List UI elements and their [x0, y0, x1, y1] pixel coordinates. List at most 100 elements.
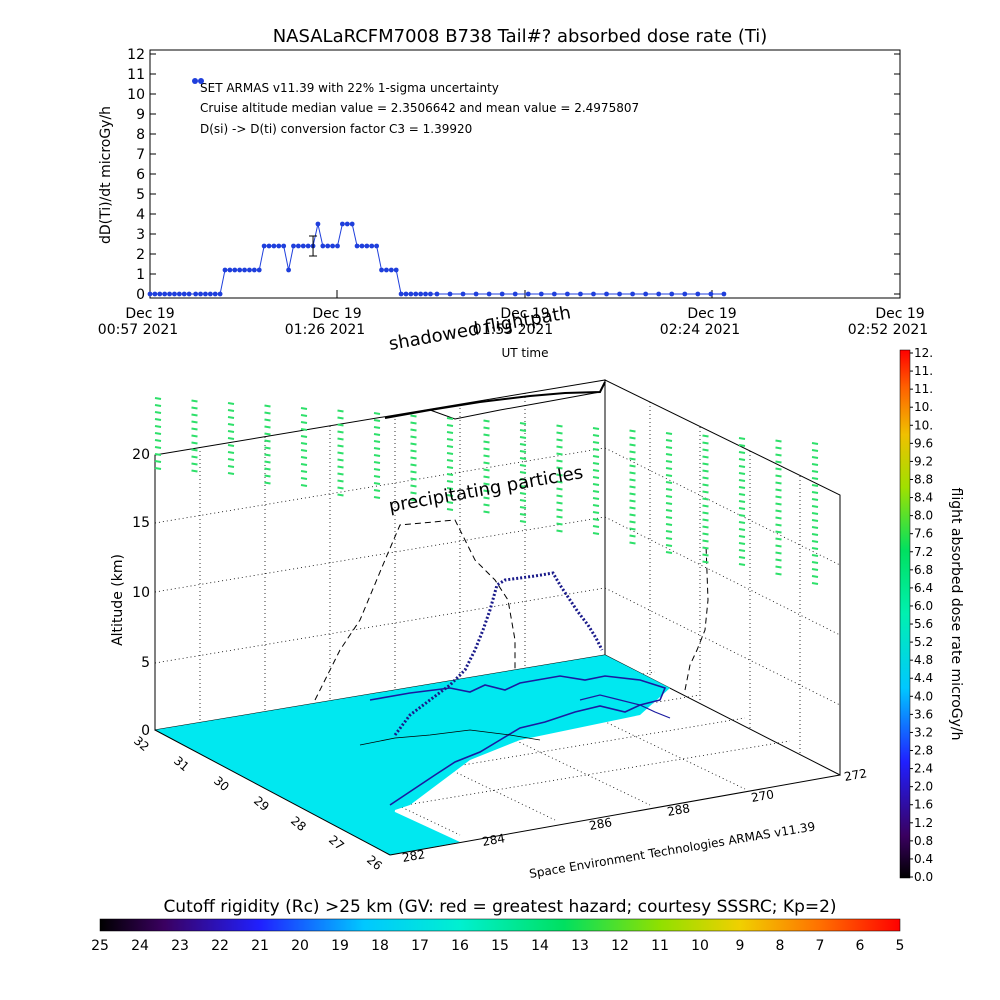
- altitude-tick: 5: [141, 655, 150, 671]
- particle-mark: [702, 490, 709, 494]
- particle-mark: [702, 532, 709, 536]
- particle-mark: [410, 449, 417, 453]
- particle-mark: [811, 484, 819, 487]
- particle-mark: [665, 516, 673, 519]
- particle-mark: [556, 473, 563, 477]
- lon-tick: 270: [750, 787, 775, 805]
- particle-mark: [300, 428, 308, 431]
- particle-mark: [264, 411, 271, 415]
- particle-mark: [154, 418, 162, 421]
- y-tick-label: 8: [136, 127, 145, 143]
- altitude-axis-label: Altitude (km): [110, 554, 126, 646]
- flight-3d-panel: shadowed flightpath precipitating partic…: [110, 302, 868, 881]
- altitude-tick: 10: [132, 585, 150, 601]
- data-point: [408, 291, 414, 297]
- particle-mark: [592, 469, 600, 472]
- data-point: [403, 291, 409, 297]
- particle-mark: [264, 404, 271, 408]
- data-point: [176, 291, 182, 297]
- particle-mark: [446, 494, 454, 497]
- particle-mark: [811, 463, 819, 466]
- particle-mark: [519, 450, 527, 453]
- particle-mark: [665, 551, 673, 554]
- particle-mark: [738, 444, 746, 447]
- dose-colorbar-tick: 8.0: [914, 509, 933, 523]
- particle-mark: [410, 484, 417, 488]
- particle-mark: [337, 444, 344, 448]
- particle-mark: [446, 508, 454, 511]
- dose-colorbar-tick: 0.8: [914, 834, 933, 848]
- y-axis-label: dD(Ti)/dt microGy/h: [98, 106, 114, 244]
- data-point: [656, 291, 662, 297]
- data-point: [295, 243, 301, 249]
- data-point: [434, 291, 440, 297]
- particle-mark: [738, 437, 746, 440]
- particle-mark: [446, 431, 454, 434]
- particle-mark: [264, 439, 271, 443]
- particle-mark: [483, 496, 490, 500]
- cutoff-colorbar-tick: 6: [856, 938, 865, 954]
- particle-mark: [702, 455, 709, 459]
- particle-mark: [446, 452, 454, 455]
- dose-colorbar-tick: 7.6: [914, 527, 933, 541]
- particle-mark: [702, 539, 709, 543]
- particle-mark: [629, 471, 636, 475]
- dose-colorbar-tick: 0.4: [914, 852, 933, 866]
- particle-mark: [483, 433, 490, 437]
- data-point: [320, 243, 326, 249]
- particle-mark: [811, 519, 819, 522]
- particle-mark: [227, 423, 235, 426]
- dose-colorbar-tick: 3.2: [914, 725, 933, 739]
- particle-mark: [264, 460, 271, 464]
- dose-colorbar-tick: 7.2: [914, 545, 933, 559]
- particle-mark: [373, 426, 381, 429]
- particle-mark: [665, 467, 673, 470]
- cutoff-colorbar-tick: 8: [776, 938, 785, 954]
- particle-mark: [191, 469, 198, 473]
- cutoff-colorbar-tick: 22: [211, 938, 229, 954]
- data-point: [428, 291, 433, 297]
- particle-mark: [410, 435, 417, 439]
- particle-mark: [592, 462, 600, 465]
- particle-mark: [483, 468, 490, 472]
- particle-mark: [337, 416, 344, 420]
- particle-mark: [373, 412, 381, 415]
- x-tick-date: Dec 19: [875, 306, 924, 322]
- particle-mark: [300, 456, 308, 459]
- particle-mark: [373, 475, 381, 478]
- data-point: [193, 291, 199, 297]
- particle-mark: [811, 554, 819, 557]
- altitude-ticks: 0 5 10 15 20: [132, 447, 150, 739]
- data-point: [198, 291, 203, 297]
- data-point: [181, 291, 187, 297]
- data-point: [152, 291, 158, 297]
- x-tick-time: 01:55 2021: [473, 322, 553, 338]
- particle-mark: [300, 435, 308, 438]
- cutoff-colorbar-tick: 11: [651, 938, 669, 954]
- cutoff-colorbar-tick: 20: [291, 938, 309, 954]
- particle-mark: [264, 425, 271, 429]
- cutoff-colorbar-tick: 15: [491, 938, 509, 954]
- particle-mark: [665, 439, 673, 442]
- particle-mark: [483, 419, 490, 423]
- particle-mark: [811, 442, 819, 445]
- y-tick-label: 7: [136, 147, 145, 163]
- particle-mark: [483, 447, 490, 451]
- particle-mark: [775, 572, 782, 576]
- particle-mark: [556, 445, 563, 449]
- data-point: [486, 291, 492, 297]
- particle-mark: [556, 508, 563, 512]
- cutoff-colorbar-gradient: [99, 918, 901, 932]
- data-point: [330, 243, 336, 249]
- particle-mark: [738, 556, 746, 559]
- dose-colorbar-tick: 9.6: [914, 436, 933, 450]
- particle-mark: [811, 575, 819, 578]
- precipitating-particles: [154, 397, 819, 585]
- particle-mark: [191, 441, 198, 445]
- particle-mark: [775, 544, 782, 548]
- particle-mark: [337, 472, 344, 476]
- particle-mark: [154, 411, 162, 414]
- particle-mark: [811, 561, 819, 564]
- particle-mark: [665, 488, 673, 491]
- particle-mark: [519, 471, 527, 474]
